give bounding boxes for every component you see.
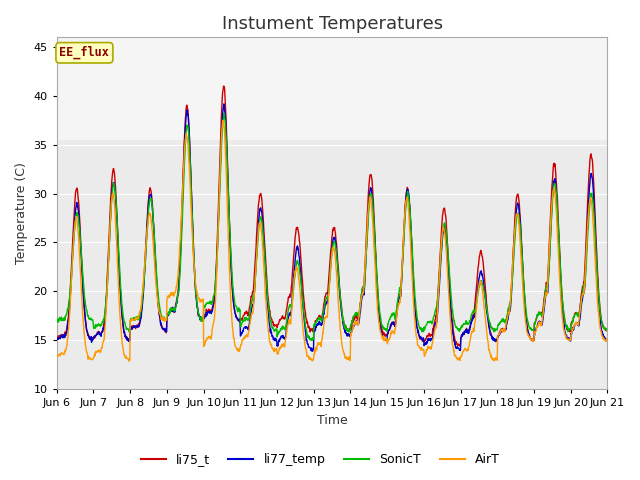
AirT — [163, 318, 170, 324]
SonicT — [175, 285, 183, 291]
SonicT — [53, 319, 61, 324]
SonicT — [604, 325, 611, 331]
li77_temp — [175, 276, 183, 282]
Line: AirT: AirT — [57, 120, 607, 361]
li77_temp — [490, 336, 498, 341]
Title: Instument Temperatures: Instument Temperatures — [221, 15, 443, 33]
li75_t — [220, 84, 227, 89]
SonicT — [419, 326, 426, 332]
li75_t — [237, 317, 245, 323]
AirT — [176, 250, 184, 256]
li77_temp — [220, 101, 228, 107]
li75_t — [53, 336, 61, 342]
li77_temp — [604, 337, 611, 343]
X-axis label: Time: Time — [317, 414, 348, 427]
li75_t — [539, 307, 547, 312]
li77_temp — [53, 336, 61, 342]
AirT — [604, 336, 611, 342]
SonicT — [490, 328, 498, 334]
li77_temp — [162, 328, 170, 334]
li77_temp — [419, 337, 426, 343]
AirT — [237, 342, 245, 348]
Bar — [57, 37, 607, 140]
AirT — [219, 118, 227, 123]
AirT — [125, 358, 133, 364]
li75_t — [175, 274, 183, 279]
SonicT — [539, 312, 547, 318]
SonicT — [162, 317, 170, 323]
Legend: li75_t, li77_temp, SonicT, AirT: li75_t, li77_temp, SonicT, AirT — [136, 448, 504, 471]
li77_temp — [309, 348, 317, 354]
AirT — [419, 347, 426, 353]
li75_t — [456, 343, 464, 349]
li77_temp — [539, 318, 547, 324]
SonicT — [237, 321, 245, 326]
li75_t — [604, 326, 611, 332]
li77_temp — [237, 331, 245, 336]
Line: li77_temp: li77_temp — [57, 104, 607, 351]
li75_t — [162, 328, 170, 334]
AirT — [539, 313, 547, 319]
li75_t — [490, 336, 498, 342]
Y-axis label: Temperature (C): Temperature (C) — [15, 162, 28, 264]
Line: SonicT: SonicT — [57, 114, 607, 340]
SonicT — [220, 111, 228, 117]
Text: EE_flux: EE_flux — [60, 46, 109, 60]
li75_t — [418, 337, 426, 343]
AirT — [53, 354, 61, 360]
AirT — [490, 358, 498, 364]
Line: li75_t: li75_t — [57, 86, 607, 346]
SonicT — [308, 337, 316, 343]
